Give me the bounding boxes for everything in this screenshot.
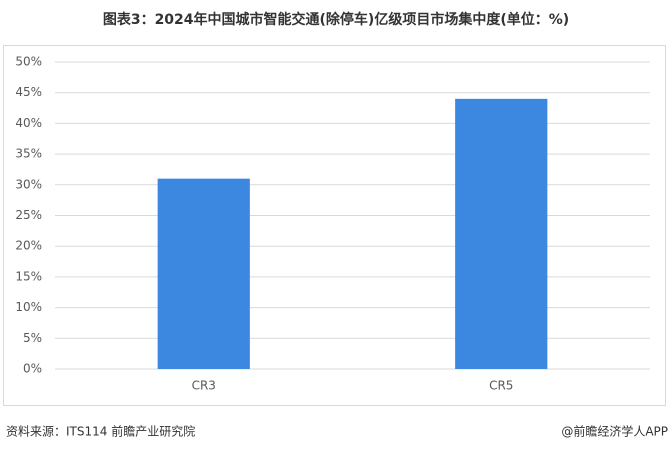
y-tick-label: 10% [15,300,42,314]
credit-note: @前瞻经济学人APP [561,424,668,439]
bar [157,178,250,369]
x-tick-label: CR5 [489,379,513,393]
chart-frame [3,45,666,406]
y-tick-label: 30% [15,177,42,191]
y-tick-label: 25% [15,208,42,222]
y-tick-label: 40% [15,116,42,130]
y-tick-label: 20% [15,239,42,253]
y-tick-label: 0% [23,362,42,376]
x-tick-label: CR3 [192,379,216,393]
y-tick-label: 5% [23,331,42,345]
bar [455,98,548,369]
y-tick-label: 15% [15,269,42,283]
y-tick-label: 45% [15,85,42,99]
chart-title: 图表3：2024年中国城市智能交通(除停车)亿级项目市场集中度(单位：%) [103,11,569,28]
y-tick-label: 35% [15,147,42,161]
y-tick-label: 50% [15,55,42,69]
source-note: 资料来源：ITS114 前瞻产业研究院 [6,424,195,439]
